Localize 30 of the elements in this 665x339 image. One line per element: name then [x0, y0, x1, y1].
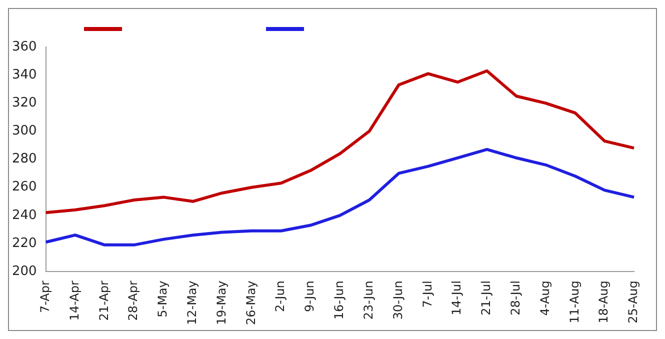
x-tick-label: 5-May — [156, 280, 170, 318]
y-tick-label: 200 — [12, 264, 37, 279]
x-tick-label: 30-Jun — [390, 280, 405, 320]
x-tick-label: 14-Apr — [67, 280, 82, 321]
x-tick-label: 21-Apr — [96, 280, 111, 321]
x-tick-label: 2-Jun — [273, 280, 288, 312]
x-tick-label: 19-May — [214, 280, 228, 326]
y-tick-label: 260 — [12, 180, 37, 195]
x-tick-label: 26-May — [244, 280, 258, 326]
x-tick-label: 18-Aug — [596, 280, 611, 324]
x-tick-label: 14-Jul — [450, 280, 464, 316]
y-tick-label: 280 — [12, 152, 37, 167]
y-tick-label: 340 — [12, 67, 37, 82]
x-tick-label: 7-Jul — [420, 280, 434, 308]
y-tick-label: 320 — [12, 96, 37, 111]
x-tick-label: 25-Aug — [626, 280, 640, 324]
x-tick-label: 16-Jun — [332, 280, 346, 320]
x-tick-label: 23-Jun — [361, 280, 376, 320]
x-tick-label: 28-Apr — [126, 280, 140, 321]
x-tick-label: 7-Apr — [38, 280, 52, 314]
y-tick-label: 300 — [12, 124, 37, 139]
x-tick-label: 11-Aug — [567, 280, 582, 324]
x-tick-label: 21-Jul — [479, 280, 494, 316]
x-tick-label: 12-May — [184, 280, 199, 326]
y-tick-label: 240 — [12, 208, 37, 223]
x-tick-label: 28-Jul — [508, 280, 522, 316]
y-tick-label: 360 — [12, 39, 37, 54]
y-tick-label: 220 — [12, 236, 37, 251]
x-tick-label: 9-Jun — [302, 280, 317, 312]
x-tick-label: 4-Aug — [538, 280, 552, 316]
